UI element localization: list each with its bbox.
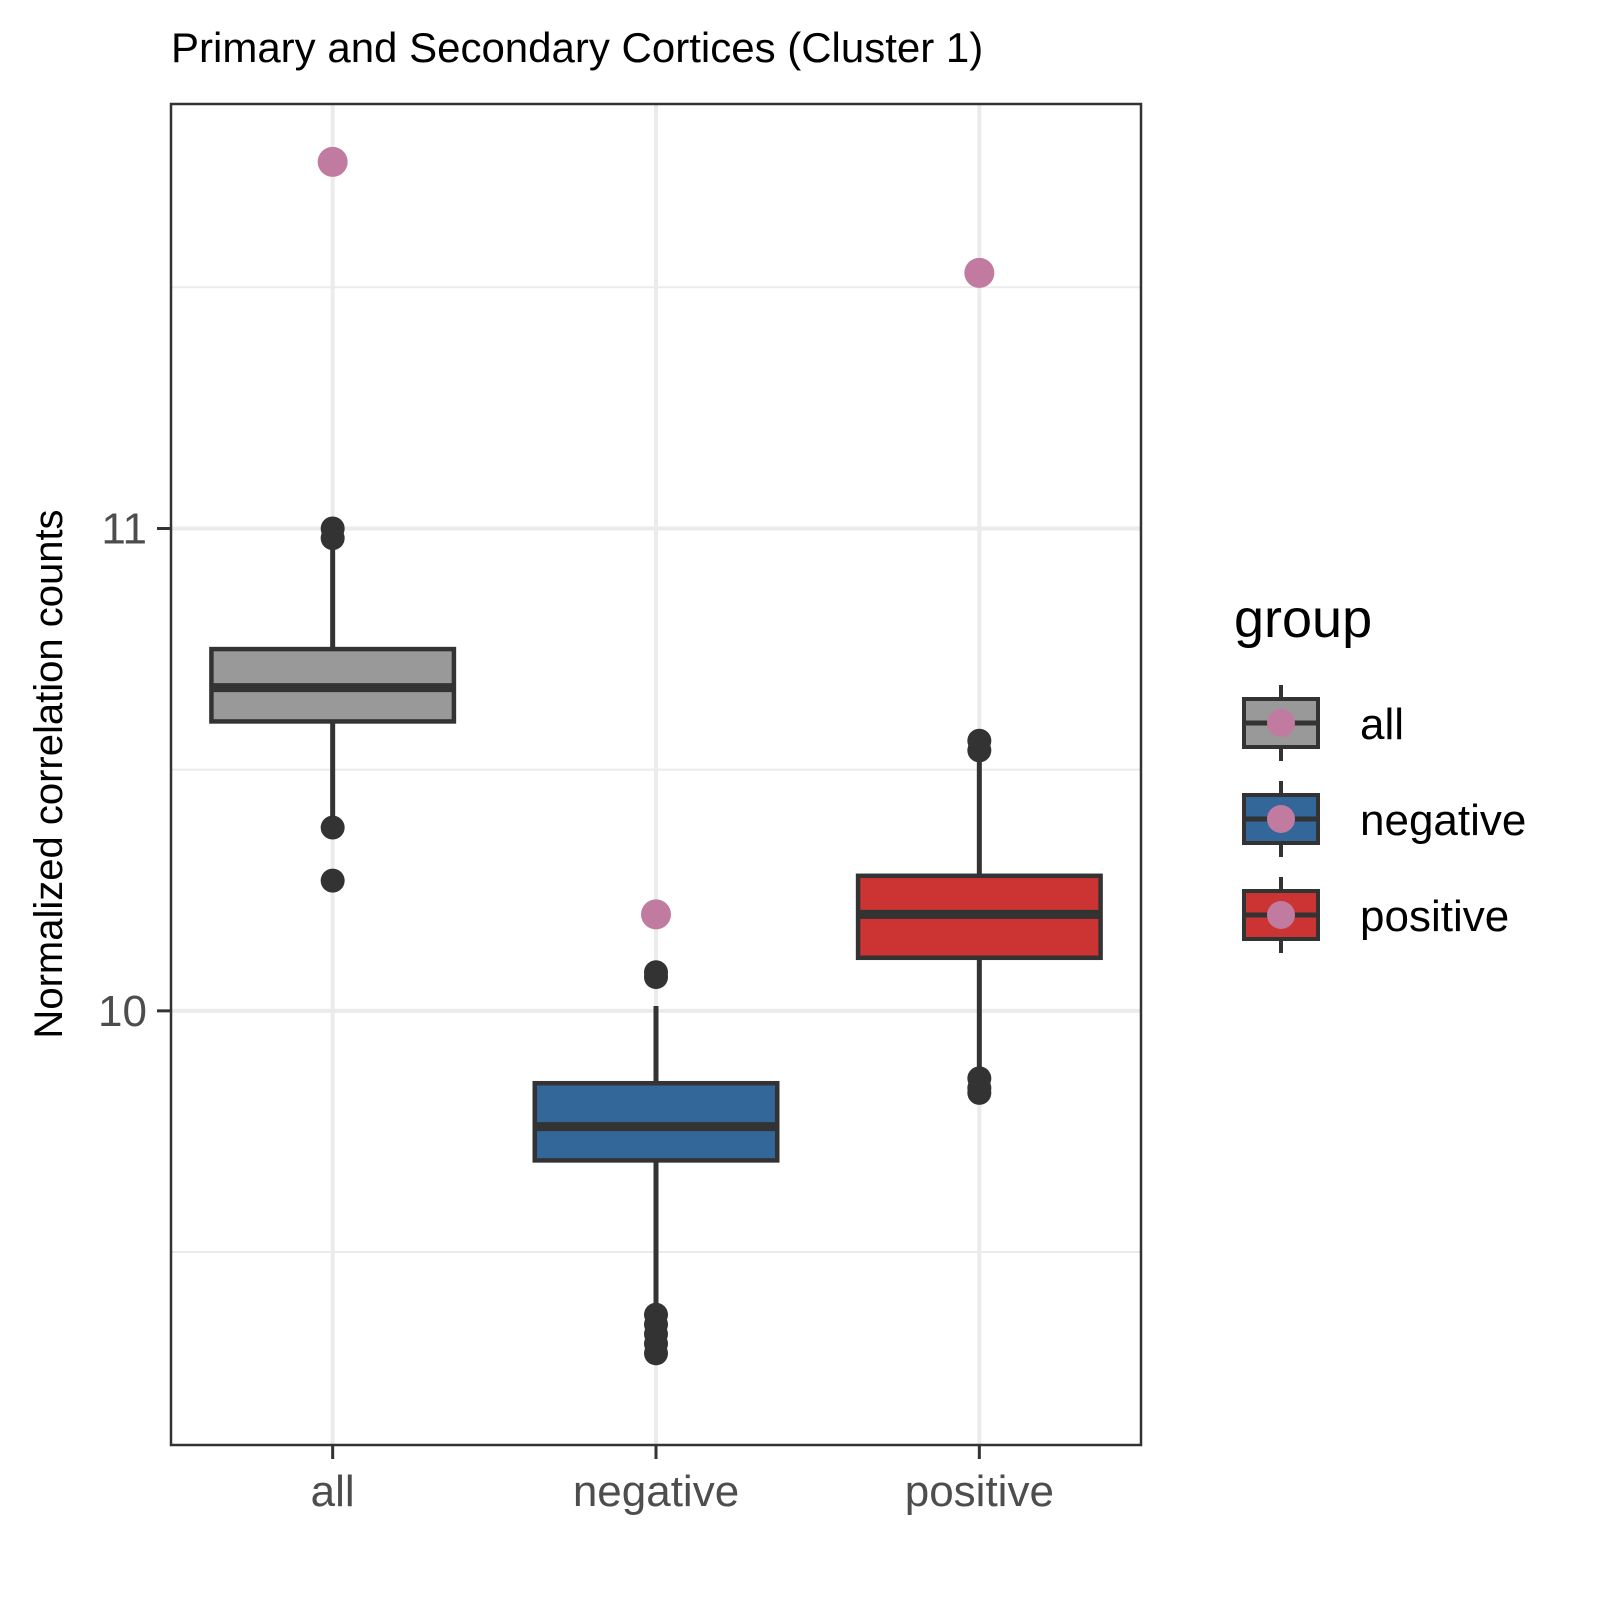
legend-key-point: [1267, 901, 1295, 929]
y-tick-label: 10: [98, 987, 147, 1036]
legend-item-negative: negative: [1242, 781, 1526, 857]
y-tick-label: 11: [101, 504, 147, 553]
plot-panel: [169, 102, 1143, 1447]
legend-item-positive: positive: [1242, 877, 1509, 953]
highlight-point: [964, 257, 995, 288]
highlight-point: [641, 899, 671, 930]
outlier-point: [967, 738, 992, 763]
outlier-point: [320, 815, 345, 840]
outlier-point: [644, 1341, 668, 1366]
y-axis-title: Normalized correlation counts: [27, 509, 71, 1038]
y-axis: 10 11: [98, 504, 171, 1036]
outlier-point: [320, 526, 345, 551]
legend-label: negative: [1360, 796, 1526, 845]
box-negative: [532, 899, 780, 1366]
boxplots: [209, 146, 1103, 1366]
x-tick-label: negative: [573, 1467, 739, 1516]
box-body: [532, 1080, 780, 1163]
legend-key-point: [1267, 709, 1295, 737]
legend-label: all: [1360, 700, 1404, 749]
legend-label: positive: [1360, 892, 1509, 941]
x-tick-label: all: [311, 1467, 355, 1516]
legend-item-all: all: [1242, 685, 1404, 761]
box-positive: [855, 257, 1103, 1105]
x-axis: all negative positive: [311, 1445, 1054, 1516]
legend: group all negative positive: [1234, 589, 1526, 953]
x-tick-label: positive: [905, 1467, 1054, 1516]
legend-key-point: [1267, 805, 1295, 833]
chart-title: Primary and Secondary Cortices (Cluster …: [171, 24, 983, 71]
outlier-point: [967, 1080, 992, 1105]
legend-title: group: [1234, 589, 1372, 649]
outlier-point: [644, 965, 668, 990]
outlier-point: [320, 868, 345, 893]
box-all: [209, 146, 457, 893]
highlight-point: [317, 146, 348, 177]
